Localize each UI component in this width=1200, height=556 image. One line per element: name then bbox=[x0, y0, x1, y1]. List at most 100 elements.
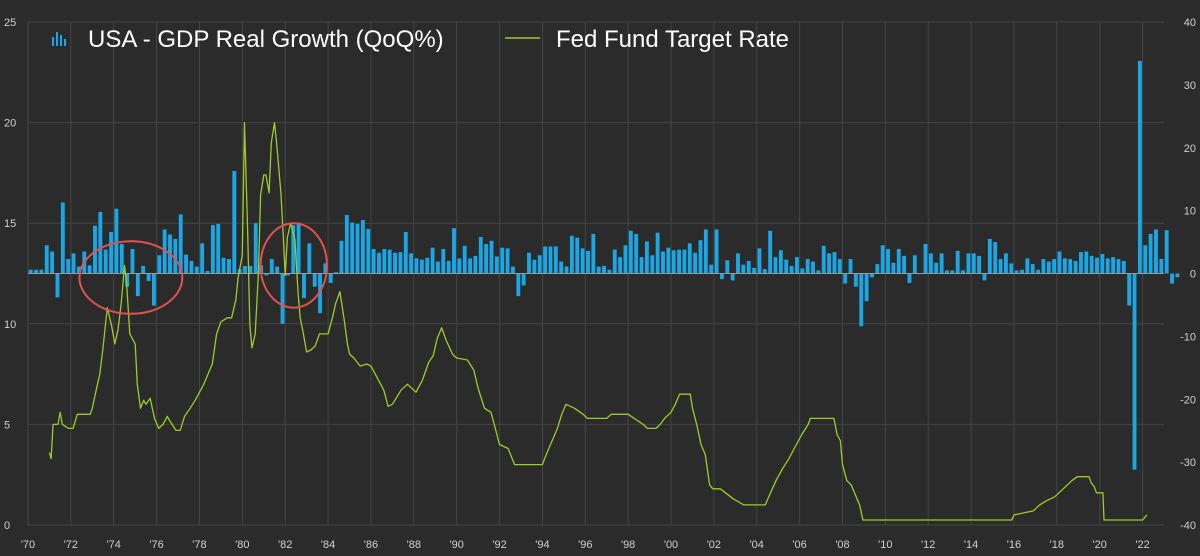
gdp-bar bbox=[360, 220, 365, 274]
x-tick-label: '74 bbox=[107, 539, 121, 551]
annotation-circle bbox=[259, 222, 329, 309]
gdp-bar bbox=[135, 273, 140, 297]
gdp-bar bbox=[693, 252, 698, 274]
gdp-bar bbox=[425, 257, 430, 274]
x-tick-label: '70 bbox=[21, 539, 35, 551]
gdp-bar bbox=[344, 215, 349, 274]
gdp-bar bbox=[714, 229, 719, 274]
x-tick-label: '16 bbox=[1007, 539, 1021, 551]
gdp-bar bbox=[928, 253, 933, 274]
gdp-bar bbox=[564, 266, 569, 274]
gdp-bar bbox=[719, 273, 724, 280]
gdp-bar bbox=[1009, 263, 1014, 274]
gdp-bar bbox=[800, 268, 805, 274]
gdp-bar bbox=[291, 225, 296, 274]
x-axis-tick-labels: '70 '72 '74 '76 '78 '80 '82 '84 '86 '88 '90 '92 '94 '… bbox=[21, 539, 1150, 551]
gdp-bar bbox=[886, 248, 890, 274]
gdp-bar bbox=[248, 265, 253, 274]
gdp-bar bbox=[580, 248, 585, 274]
gdp-bar bbox=[902, 255, 907, 274]
gdp-bar bbox=[109, 232, 113, 274]
gdp-bar bbox=[210, 225, 215, 274]
x-tick-label: '10 bbox=[878, 539, 892, 551]
right-tick-label: 40 bbox=[1184, 17, 1196, 29]
gdp-bar bbox=[736, 253, 740, 274]
right-tick-label: 0 bbox=[1190, 269, 1196, 281]
gdp-bar bbox=[500, 247, 505, 274]
gdp-bar bbox=[232, 171, 237, 274]
gdp-bar bbox=[119, 243, 124, 274]
right-tick-label: -10 bbox=[1180, 331, 1196, 343]
gdp-bar bbox=[484, 243, 489, 274]
gdp-bar bbox=[478, 237, 483, 274]
gdp-bar bbox=[602, 265, 606, 274]
gdp-bar bbox=[382, 248, 387, 274]
x-tick-label: '82 bbox=[278, 539, 292, 551]
left-axis-tick-labels: 0 5 10 15 20 25 bbox=[4, 17, 16, 532]
gdp-bar bbox=[1025, 258, 1030, 274]
gdp-bar bbox=[591, 233, 596, 274]
gdp-bar bbox=[55, 273, 60, 298]
gdp-bar bbox=[377, 252, 381, 274]
gdp-bar bbox=[730, 273, 735, 281]
gdp-bar bbox=[194, 266, 199, 274]
x-tick-label: '76 bbox=[149, 539, 163, 551]
gdp-bar bbox=[1127, 273, 1132, 306]
gdp-bar bbox=[1137, 60, 1142, 274]
gdp-bar bbox=[875, 264, 880, 274]
gdp-bar bbox=[650, 255, 655, 274]
gdp-bar bbox=[762, 269, 767, 274]
gdp-bar bbox=[666, 247, 671, 274]
gdp-bar bbox=[639, 257, 644, 274]
gdp-bar bbox=[435, 261, 440, 274]
gdp-bar bbox=[955, 250, 960, 274]
x-tick-label: '20 bbox=[1093, 539, 1107, 551]
gdp-bar bbox=[977, 255, 982, 274]
gdp-bar bbox=[703, 229, 708, 274]
gdp-bar bbox=[184, 254, 189, 274]
gdp-bar bbox=[923, 243, 928, 274]
gdp-bar bbox=[221, 257, 226, 274]
right-tick-label: 20 bbox=[1184, 143, 1196, 155]
gdp-bar bbox=[511, 266, 515, 274]
x-tick-label: '04 bbox=[750, 539, 764, 551]
x-tick-label: '06 bbox=[792, 539, 806, 551]
gdp-bar bbox=[880, 245, 885, 274]
gdp-bar bbox=[559, 261, 564, 274]
x-tick-label: '00 bbox=[664, 539, 678, 551]
gdp-bar bbox=[784, 259, 789, 274]
gdp-bar bbox=[752, 267, 757, 274]
legend-bar-icon bbox=[52, 32, 66, 46]
gdp-bar bbox=[607, 269, 612, 274]
legend-fed-label: Fed Fund Target Rate bbox=[556, 26, 789, 53]
gdp-bar bbox=[821, 245, 826, 274]
gdp-bar bbox=[805, 259, 810, 274]
gdp-bar bbox=[677, 249, 681, 274]
gdp-bar bbox=[1132, 273, 1137, 470]
gdp-bar bbox=[1057, 251, 1062, 274]
gdp-bar bbox=[87, 265, 92, 274]
gdp-bar bbox=[811, 261, 815, 274]
gdp-bar bbox=[371, 248, 376, 274]
gdp-bar bbox=[1164, 230, 1169, 274]
gdp-bar bbox=[318, 273, 322, 314]
gdp-bar bbox=[1068, 259, 1073, 274]
gdp-bar bbox=[853, 273, 858, 287]
gdp-bar bbox=[130, 248, 135, 274]
x-tick-label: '08 bbox=[835, 539, 849, 551]
gdp-bar bbox=[778, 250, 783, 274]
gdp-bar bbox=[205, 270, 210, 274]
gdp-bar bbox=[768, 230, 773, 274]
gdp-bar bbox=[1159, 259, 1164, 274]
gdp-bar bbox=[757, 248, 762, 274]
gdp-bar bbox=[419, 259, 424, 274]
gdp-bar bbox=[971, 253, 976, 274]
right-tick-label: 30 bbox=[1184, 80, 1196, 92]
gdp-bar bbox=[489, 240, 494, 274]
gdp-bar bbox=[403, 232, 408, 274]
gdp-bar bbox=[44, 245, 49, 274]
gdp-bar bbox=[125, 273, 130, 287]
gdp-bar bbox=[141, 265, 146, 274]
